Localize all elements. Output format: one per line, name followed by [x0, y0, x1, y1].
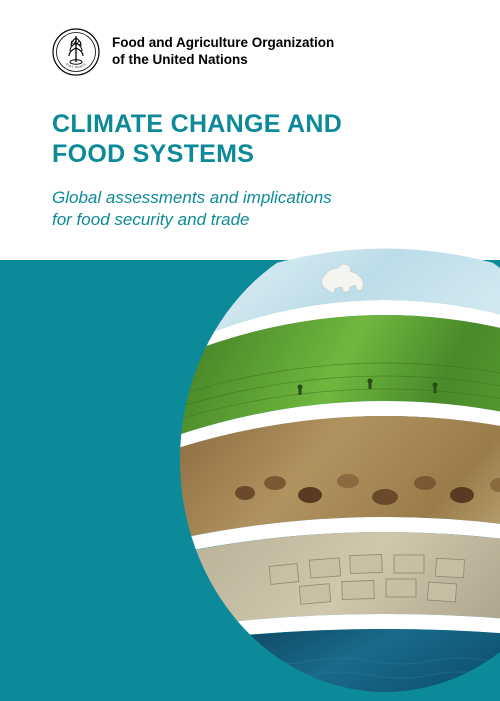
logo-acronym: FAO	[71, 41, 82, 47]
title-line1: CLIMATE CHANGE AND	[52, 110, 460, 140]
svg-text:FIAT PANIS: FIAT PANIS	[65, 62, 87, 69]
org-name-line2: of the United Nations	[112, 52, 334, 69]
subtitle-line1: Global assessments and implications	[52, 187, 460, 209]
globe-band-ocean	[178, 629, 500, 695]
book-cover: FAO FIAT PANIS Food and Agriculture Orga…	[0, 0, 500, 701]
header: FAO FIAT PANIS Food and Agriculture Orga…	[52, 28, 334, 76]
title-block: CLIMATE CHANGE AND FOOD SYSTEMS Global a…	[52, 110, 460, 231]
organization-name: Food and Agriculture Organization of the…	[112, 35, 334, 69]
fao-logo-icon: FAO FIAT PANIS	[52, 28, 100, 76]
title-line2: FOOD SYSTEMS	[52, 140, 460, 170]
org-name-line1: Food and Agriculture Organization	[112, 35, 334, 52]
globe-band-flood	[170, 532, 500, 629]
globe-graphic	[150, 225, 500, 695]
main-title: CLIMATE CHANGE AND FOOD SYSTEMS	[52, 110, 460, 169]
